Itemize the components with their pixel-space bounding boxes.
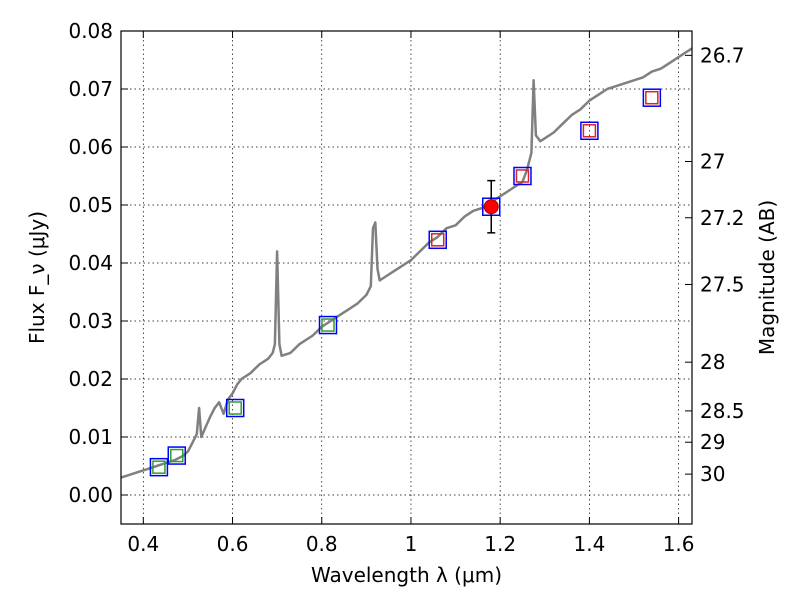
magnitude-tick-label: 28.5	[700, 399, 745, 423]
detection-point	[483, 199, 499, 215]
model-photometry-red-point	[645, 90, 659, 105]
y-axis-ticks: 0.00 0.01 0.02 0.03 0.04 0.05 0.06 0.07 0.08	[68, 19, 128, 507]
magnitude-tick-label: 27.2	[700, 206, 745, 230]
observed-photometry-point	[167, 446, 187, 465]
x-tick-label: 1.4	[573, 532, 605, 556]
y-tick-label: 0.02	[68, 367, 113, 391]
x-axis-ticks: 0.4 0.6 0.8 1 1.2 1.4 1.6	[127, 31, 695, 556]
magnitude-tick-label: 29	[700, 430, 725, 454]
x-tick-label: 0.8	[306, 532, 338, 556]
x-axis-label: Wavelength λ (μm)	[311, 563, 502, 587]
model-photometry-red-point	[430, 233, 445, 247]
x-tick-label: 1	[405, 532, 418, 556]
y-tick-label: 0.05	[68, 193, 113, 217]
plot-series	[120, 47, 693, 479]
magnitude-tick-label: 30	[700, 462, 725, 486]
magnitude-tick-label: 26.7	[700, 43, 745, 67]
x-tick-label: 1.6	[663, 532, 695, 556]
observed-photometry-point	[513, 166, 532, 186]
magnitude-tick-label: 27	[700, 150, 725, 174]
model-spectrum-line	[120, 47, 693, 479]
x-tick-label: 0.6	[217, 532, 249, 556]
y-tick-label: 0.08	[68, 19, 113, 43]
y-tick-label: 0.04	[68, 251, 113, 275]
x-tick-label: 1.2	[484, 532, 516, 556]
y-tick-label: 0.00	[68, 483, 113, 507]
model-photometry-red-point	[515, 169, 530, 183]
observed-photometry-point	[642, 88, 662, 107]
x-tick-label: 0.4	[127, 532, 159, 556]
observed-photometry-point	[149, 457, 169, 477]
model-photometry-green-point	[321, 318, 335, 332]
magnitude-axis-label: Magnitude (AB)	[755, 200, 779, 355]
observed-photometry-point	[428, 230, 447, 250]
model-photometry-red-point	[582, 124, 597, 138]
data-markers	[149, 88, 662, 477]
model-photometry-green-point	[170, 448, 184, 463]
observed-photometry-point	[225, 398, 245, 418]
y-tick-label: 0.06	[68, 135, 113, 159]
observed-photometry-point	[318, 315, 338, 335]
observed-photometry-point	[580, 121, 599, 141]
magnitude-tick-label: 27.5	[700, 272, 745, 296]
model-photometry-green-point	[152, 460, 166, 474]
y-tick-label: 0.03	[68, 309, 113, 333]
magnitude-axis-ticks: 26.7 27 27.2 27.5 28 28.5 29 30	[685, 43, 745, 486]
model-photometry-green-point	[228, 401, 242, 415]
plot-frame	[120, 30, 693, 525]
magnitude-tick-label: 28	[700, 350, 725, 374]
y-tick-label: 0.07	[68, 77, 113, 101]
y-axis-label: Flux F_ν (μJy)	[25, 211, 49, 344]
y-tick-label: 0.01	[68, 425, 113, 449]
grid	[121, 30, 692, 524]
